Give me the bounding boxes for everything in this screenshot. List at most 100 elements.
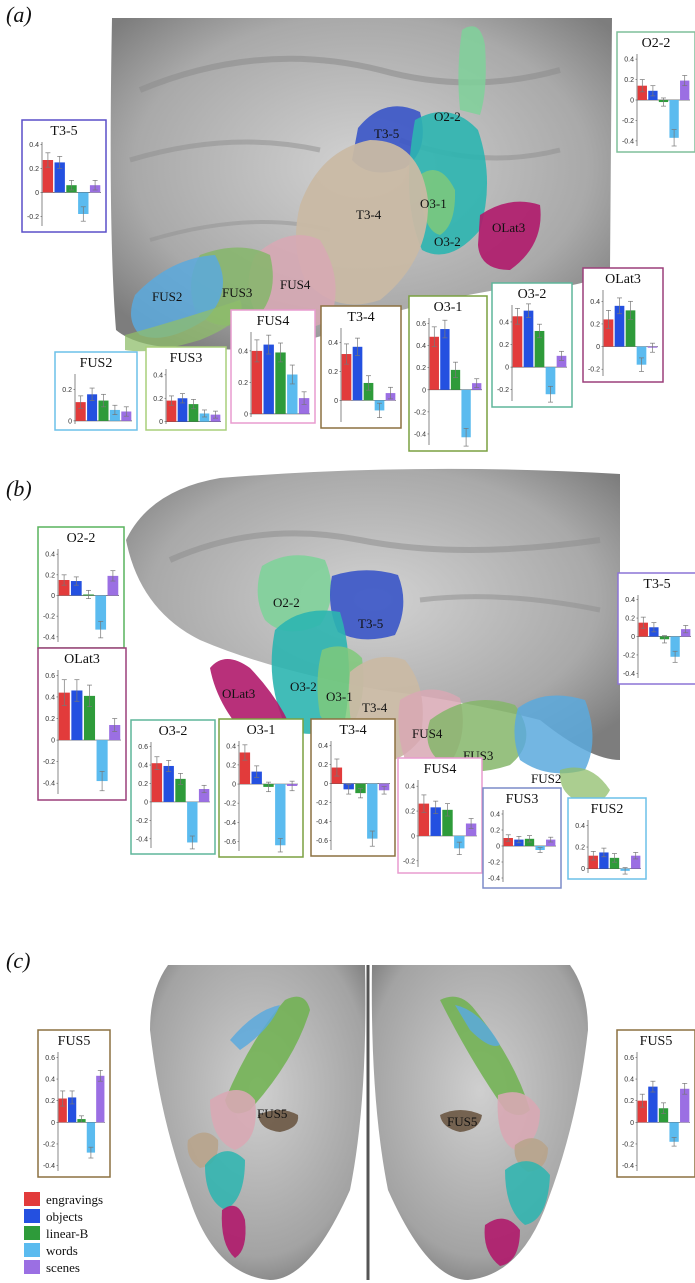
- chart-title: T3-5: [643, 577, 670, 592]
- bar-scenes: [631, 855, 641, 869]
- tick-label: 0.4: [45, 1077, 55, 1084]
- tick-label: 0.2: [625, 616, 635, 623]
- chart-title: T3-5: [50, 124, 77, 139]
- bar-objects: [599, 852, 609, 869]
- bar-words: [636, 346, 647, 365]
- bar-engravings: [42, 160, 54, 193]
- tick-label: 0: [411, 833, 415, 840]
- region-label-t3-5-a: T3-5: [374, 126, 399, 141]
- bar-engravings: [341, 354, 352, 401]
- bar-objects: [614, 305, 625, 347]
- tick-label: 0.2: [405, 809, 415, 816]
- bar-engravings: [588, 855, 598, 869]
- legend-swatch-words: [24, 1243, 40, 1257]
- bar-linear_b: [658, 1108, 669, 1123]
- tick-label: 0.2: [624, 77, 634, 84]
- region-label-o3-1-a: O3-1: [420, 196, 447, 211]
- tick-label: 0: [505, 365, 509, 372]
- bar-linear_b: [442, 809, 453, 836]
- region-fus2-b: [514, 695, 593, 774]
- legend-label-objects: objects: [46, 1209, 83, 1224]
- region-t3-5-b: [330, 570, 404, 640]
- regions-b: [210, 555, 610, 804]
- tick-label: 0.2: [29, 166, 39, 173]
- tick-label: 0: [51, 1120, 55, 1127]
- regions-c: [187, 996, 550, 1266]
- bar-objects: [440, 329, 450, 390]
- region-label-fus5-left-c: FUS5: [257, 1106, 287, 1121]
- region-fus5-left-c: [258, 1110, 299, 1132]
- tick-label: 0.6: [416, 321, 426, 328]
- bar-engravings: [58, 692, 70, 741]
- region-label-t3-4-a: T3-4: [356, 207, 382, 222]
- bar-linear_b: [534, 330, 545, 368]
- tick-label: -0.4: [414, 431, 426, 438]
- tick-label: 0.2: [575, 845, 585, 852]
- legend-swatch-engravings: [24, 1192, 40, 1206]
- tick-label: 0.2: [499, 342, 509, 349]
- chart-a-fus2: FUS2 0.2 0: [54, 351, 138, 431]
- tick-label: 0.6: [624, 1055, 634, 1062]
- tick-label: 0.2: [416, 365, 426, 372]
- tick-label: 0: [631, 634, 635, 641]
- chart-b-fus4: FUS4 0.4 0.2 0 -0.2: [397, 757, 483, 874]
- bar-linear_b: [275, 352, 286, 414]
- chart-a-o3-1: O3-1 0.6 0.4 0.2 0 -0.2 -0.4: [408, 295, 488, 452]
- bar-linear_b: [524, 838, 535, 846]
- region-label-olat3-a: OLat3: [492, 220, 525, 235]
- bar-scenes: [96, 1075, 105, 1123]
- bar-charts: O2-2 0.4 0.2 0 -0.2 -0.4 T3-5 0.4 0.2 0 -0.2 OLat3 0…: [21, 31, 695, 1178]
- tick-label: -0.2: [588, 367, 600, 374]
- region-fus3-b: [427, 700, 527, 772]
- bar-words: [669, 1122, 679, 1142]
- tick-label: -0.4: [316, 819, 328, 826]
- chart-frame: [482, 787, 562, 889]
- bar-engravings: [151, 763, 163, 802]
- tick-label: 0.4: [590, 299, 600, 306]
- regions-a: [125, 26, 541, 352]
- bar-scenes: [198, 789, 210, 802]
- tick-label: 0.4: [328, 340, 338, 347]
- tick-label: 0: [496, 844, 500, 851]
- bar-words: [669, 100, 679, 138]
- tick-label: 0.2: [490, 828, 500, 835]
- tick-label: -0.2: [224, 801, 236, 808]
- tick-label: 0.2: [153, 396, 163, 403]
- tick-label: -0.2: [43, 614, 55, 621]
- tick-label: 0.6: [138, 744, 148, 751]
- region-label-o3-1-b: O3-1: [326, 689, 353, 704]
- legend-label-engravings: engravings: [46, 1192, 103, 1207]
- tick-label: 0.2: [45, 572, 55, 579]
- chart-b-o3-2: O3-2 0.6 0.4 0.2 0 -0.2 -0.4: [130, 719, 216, 855]
- tick-label: 0.4: [138, 763, 148, 770]
- chart-a-o3-2: O3-2 0.4 0.2 0 -0.2: [491, 282, 573, 408]
- tick-label: 0.4: [153, 372, 163, 379]
- bar-engravings: [58, 1098, 67, 1123]
- region-teal-left-c: [205, 1151, 245, 1210]
- tick-label: -0.4: [622, 1163, 634, 1170]
- bar-objects: [87, 394, 98, 421]
- region-labels-a: T3-5 O2-2 O3-1 T3-4 O3-2 OLat3 FUS2 FUS3…: [152, 109, 525, 304]
- region-label-t3-5-b: T3-5: [358, 616, 383, 631]
- chart-title: FUS4: [424, 762, 457, 777]
- bar-words: [670, 636, 680, 657]
- region-olat3-a: [478, 201, 541, 270]
- tick-label: 0: [324, 781, 328, 788]
- tick-label: 0.4: [405, 784, 415, 791]
- bar-words: [199, 413, 210, 422]
- chart-b-t3-5: T3-5 0.4 0.2 0 -0.2 -0.4: [617, 572, 695, 685]
- bar-scenes: [680, 80, 690, 100]
- chart-title: FUS2: [80, 356, 113, 371]
- bar-words: [461, 389, 471, 438]
- tick-label: -0.4: [623, 671, 635, 678]
- bar-words: [96, 740, 108, 782]
- legend-item-words: words: [24, 1243, 78, 1258]
- legend: engravings objects linear-B words scenes: [24, 1192, 103, 1275]
- tick-label: 0.4: [226, 743, 236, 750]
- chart-title: O3-1: [247, 723, 276, 738]
- tick-label: 0: [144, 799, 148, 806]
- tick-label: 0.2: [318, 762, 328, 769]
- tick-label: 0.2: [62, 387, 72, 394]
